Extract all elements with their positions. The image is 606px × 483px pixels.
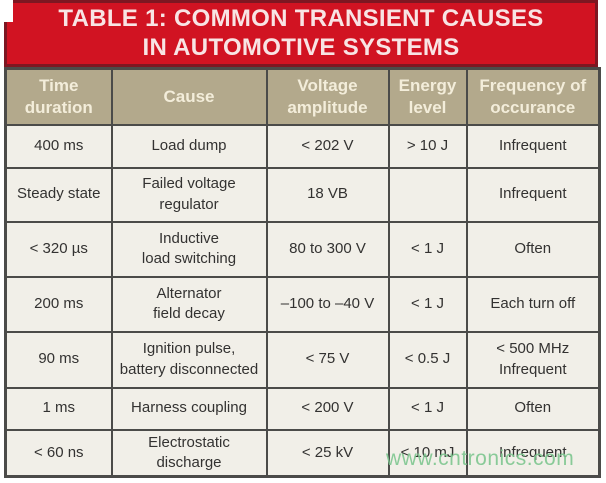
table-cell <box>387 166 468 223</box>
title-banner: TABLE 1: COMMON TRANSIENT CAUSES IN AUTO… <box>4 0 598 67</box>
transient-causes-table: Time duration Cause Voltage amplitude En… <box>4 67 601 478</box>
table-cell: 90 ms <box>4 330 113 389</box>
table-cell: Load dump <box>110 123 268 169</box>
table-row: 90 ms Ignition pulse, battery disconnect… <box>4 330 601 389</box>
table-cell: 200 ms <box>4 275 113 333</box>
table-cell: 18 VB <box>265 166 390 223</box>
table-cell: 80 to 300 V <box>265 220 390 278</box>
table-cell: < 60 ns <box>4 428 113 478</box>
table-cell: –100 to –40 V <box>265 275 390 333</box>
table-cell: < 1 J <box>387 275 468 333</box>
table-cell: 1 ms <box>4 386 113 431</box>
table-cell: < 25 kV <box>265 428 390 478</box>
table-cell: < 1 J <box>387 220 468 278</box>
table-cell: Alternator field decay <box>110 275 268 333</box>
table-row: 1 ms Harness coupling < 200 V < 1 J Ofte… <box>4 386 601 431</box>
table-row: < 60 ns Electrostatic discharge < 25 kV … <box>4 428 601 478</box>
table-cell: 400 ms <box>4 123 113 169</box>
table-cell: Infrequent <box>465 166 601 223</box>
table-cell: < 320 µs <box>4 220 113 278</box>
table-cell: Infrequent <box>465 123 601 169</box>
header-row: Time duration Cause Voltage amplitude En… <box>4 67 601 126</box>
header-cell-cause: Cause <box>110 67 268 126</box>
table-row: 400 ms Load dump < 202 V > 10 J Infreque… <box>4 123 601 169</box>
table-row: Steady state Failed voltage regulator 18… <box>4 166 601 223</box>
header-cell-energy-level: Energy level <box>387 67 468 126</box>
table-row: 200 ms Alternator field decay –100 to –4… <box>4 275 601 333</box>
table-title: TABLE 1: COMMON TRANSIENT CAUSES IN AUTO… <box>4 0 598 67</box>
table-cell: Failed voltage regulator <box>110 166 268 223</box>
table-cell: Inductive load switching <box>110 220 268 278</box>
table-cell: < 1 J <box>387 386 468 431</box>
title-banner-background <box>7 3 595 64</box>
table-cell: < 200 V <box>265 386 390 431</box>
table-cell: Steady state <box>4 166 113 223</box>
table-cell: < 75 V <box>265 330 390 389</box>
title-line-2: IN AUTOMOTIVE SYSTEMS <box>142 33 460 61</box>
table-cell: Electrostatic discharge <box>110 428 268 478</box>
table-cell: Often <box>465 220 601 278</box>
table-cell: Often <box>465 386 601 431</box>
table-cell: Each turn off <box>465 275 601 333</box>
table-cell: Harness coupling <box>110 386 268 431</box>
table-cell: Ignition pulse, battery disconnected <box>110 330 268 389</box>
table-cell: < 10 mJ <box>387 428 468 478</box>
table-cell: < 500 MHz Infrequent <box>465 330 601 389</box>
table-cell: Infrequent <box>465 428 601 478</box>
header-cell-voltage-amplitude: Voltage amplitude <box>265 67 390 126</box>
title-line-1: TABLE 1: COMMON TRANSIENT CAUSES <box>58 5 544 33</box>
table-cell: > 10 J <box>387 123 468 169</box>
header-cell-frequency: Frequency of occurance <box>465 67 601 126</box>
table-cell: < 202 V <box>265 123 390 169</box>
table-cell: < 0.5 J <box>387 330 468 389</box>
table-row: < 320 µs Inductive load switching 80 to … <box>4 220 601 278</box>
header-cell-time-duration: Time duration <box>4 67 113 126</box>
